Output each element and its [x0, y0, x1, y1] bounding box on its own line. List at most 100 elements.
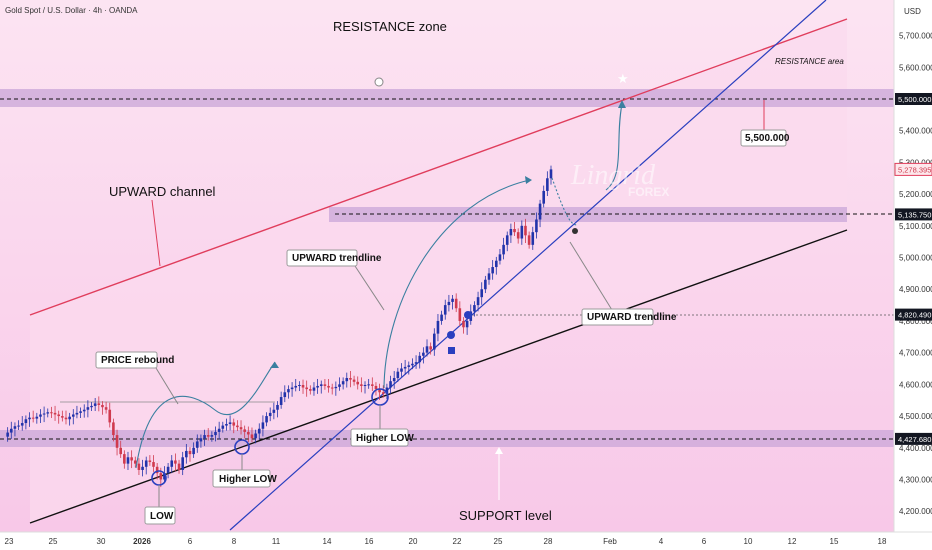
- candle-body: [542, 190, 546, 204]
- y-tick-label: 5,400.000: [899, 127, 932, 136]
- candle-body: [454, 298, 458, 309]
- x-tick-label: 16: [365, 537, 374, 546]
- candle-body: [75, 412, 79, 415]
- price-badge: 5,500.000: [895, 93, 932, 105]
- x-tick-label: 12: [788, 537, 797, 546]
- resistance-zone-label: RESISTANCE zone: [333, 19, 447, 34]
- y-tick-label: 5,700.000: [899, 32, 932, 41]
- candle-body: [407, 365, 411, 367]
- marker-dot-5100: [572, 228, 578, 234]
- candle-body: [345, 378, 349, 382]
- price-badge-bg: [894, 162, 932, 176]
- candle-body: [64, 417, 68, 420]
- candle-body: [484, 279, 487, 290]
- candle-body: [265, 416, 268, 423]
- x-tick-label: 18: [878, 537, 887, 546]
- time-axis[interactable]: [0, 532, 932, 550]
- candle-body: [137, 463, 141, 470]
- currency-label: USD: [904, 7, 921, 16]
- candle-body: [195, 441, 199, 448]
- candle-body: [338, 384, 341, 387]
- price-badge-text: 5,278.395: [898, 165, 931, 174]
- candle-body: [385, 387, 389, 394]
- candle-body: [312, 387, 316, 391]
- candle-body: [112, 422, 115, 436]
- candle-body: [367, 384, 370, 386]
- candle-body: [185, 450, 188, 458]
- candle-body: [217, 428, 221, 432]
- watermark-sub: FOREX: [628, 185, 669, 199]
- annotation-upward-trendline-1: UPWARD trendline: [286, 249, 382, 267]
- candle-body: [498, 254, 502, 261]
- candle-body: [381, 392, 385, 394]
- candle-body: [192, 447, 195, 455]
- candle-body: [79, 411, 82, 413]
- candle-body: [458, 308, 462, 321]
- candle-body: [513, 228, 516, 233]
- candle-body: [316, 385, 319, 388]
- x-tick-label: 4: [659, 537, 664, 546]
- y-tick-group: 5,700.0005,600.0005,500.0005,400.0005,30…: [899, 32, 932, 517]
- candle-body: [535, 219, 538, 233]
- annotation-5500: 5,500.000: [740, 129, 790, 147]
- price-badge-group: 5,500.000 5,278.395 5,135.750 4,820.490 4,42…: [894, 93, 932, 445]
- candle-body: [319, 384, 323, 386]
- candle-body: [531, 232, 535, 245]
- y-tick-label: 4,300.000: [899, 475, 932, 484]
- candle-body: [294, 385, 298, 388]
- x-tick-label: 15: [830, 537, 839, 546]
- candle-body: [108, 409, 112, 423]
- candle-body: [152, 462, 155, 467]
- candles-group: [6, 165, 553, 488]
- support-arrowhead: [495, 447, 503, 454]
- candle-body: [487, 273, 491, 280]
- projection-curve-main: [383, 179, 531, 389]
- candle-body: [400, 368, 403, 372]
- candle-body: [283, 392, 287, 398]
- projection-arrowhead-rebound: [270, 362, 279, 368]
- candle-body: [352, 379, 356, 382]
- x-tick-label: 10: [744, 537, 753, 546]
- annotation-price-rebound: PRICE rebound: [95, 351, 174, 369]
- upward-trendline: [229, 0, 827, 531]
- candle-body: [257, 428, 261, 434]
- projection-curve-rebound: [135, 361, 276, 469]
- candle-body: [418, 355, 422, 363]
- candle-body: [371, 384, 374, 386]
- candle-body: [243, 429, 246, 432]
- candle-body: [414, 362, 418, 364]
- candle-body: [268, 412, 272, 417]
- candle-body: [17, 425, 20, 427]
- candle-body: [177, 463, 181, 470]
- candle-body: [374, 385, 378, 390]
- price-badge: 5,135.750: [895, 208, 932, 221]
- candle-body: [104, 407, 108, 410]
- candle-body: [502, 244, 505, 255]
- price-badge-bg: [895, 208, 932, 221]
- candle-body: [166, 466, 170, 474]
- candle-body: [447, 301, 451, 306]
- annotation-higher-low-2: Higher LOW: [350, 428, 414, 447]
- x-tick-group: 23 25 30 2026 6 8 11 14 16 20 22 25 28 Feb 4 6 10 12 15 18: [5, 537, 887, 546]
- candle-body: [433, 333, 436, 350]
- watermark-brand: Lingrid: [570, 160, 656, 191]
- upward-channel-fill: [30, 19, 847, 523]
- x-tick-label: 8: [232, 537, 237, 546]
- candle-body: [181, 457, 184, 470]
- candle-body: [57, 414, 60, 417]
- candle-body: [97, 403, 101, 405]
- candle-body: [429, 346, 432, 350]
- candle-body: [46, 412, 50, 414]
- candle-body: [35, 416, 39, 419]
- candle-body: [520, 225, 524, 239]
- candle-body: [144, 460, 148, 467]
- candle-body: [298, 384, 301, 386]
- candle-body: [443, 305, 447, 315]
- leader-upward-channel: [151, 199, 161, 267]
- candle-body: [538, 203, 542, 220]
- candle-body: [228, 422, 232, 424]
- candle-body: [287, 389, 290, 393]
- candle-body: [6, 432, 9, 437]
- y-tick-label: 4,800.000: [899, 317, 932, 326]
